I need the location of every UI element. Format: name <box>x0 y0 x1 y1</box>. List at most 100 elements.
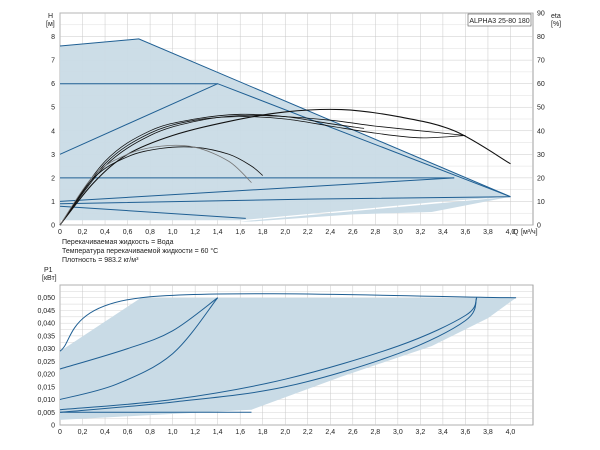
operating-area-extension <box>240 196 511 222</box>
power-curve <box>59 297 218 370</box>
head-curve <box>59 38 511 198</box>
x-tick-label: 1,0 <box>168 229 178 236</box>
y-tick-label: 0,005 <box>37 410 55 417</box>
x-tick-label: 2,0 <box>280 229 290 236</box>
x-tick-label: 1,6 <box>235 229 245 236</box>
y2-tick-label: 40 <box>537 128 545 135</box>
x-tick-label: 2,4 <box>325 229 335 236</box>
x-tick-label: 3,0 <box>393 429 403 436</box>
x-tick-label: 2,0 <box>280 429 290 436</box>
x-tick-label: 0,6 <box>123 229 133 236</box>
y-tick-label: 4 <box>51 128 55 135</box>
head-curve <box>59 83 218 155</box>
x-tick-label: 3,2 <box>416 229 426 236</box>
x-tick-label: 1,8 <box>258 429 268 436</box>
y2-tick-label: 90 <box>537 11 545 18</box>
fluid-info-line: Перекачиваемая жидкость = Вода <box>62 239 174 246</box>
y-axis-unit: [м] <box>46 21 55 28</box>
y-tick-label: 1 <box>51 199 55 206</box>
y-tick-label: 0,025 <box>37 359 55 366</box>
x-tick-label: 0,4 <box>100 429 110 436</box>
x-tick-label: 0 <box>58 229 62 236</box>
y2-tick-label: 60 <box>537 81 545 88</box>
x-tick-label: 2,2 <box>303 229 313 236</box>
x-tick-label: 1,8 <box>258 229 268 236</box>
x-tick-label: 3,8 <box>483 229 493 236</box>
y2-tick-label: 20 <box>537 175 545 182</box>
y-tick-label: 0,040 <box>37 321 55 328</box>
efficiency-curve <box>59 146 263 226</box>
y-axis-label: H <box>48 13 53 20</box>
y-tick-label: 6 <box>51 81 55 88</box>
x-tick-label: 0,8 <box>145 229 155 236</box>
x-tick-label: 3,6 <box>461 229 471 236</box>
x-tick-label: 3,8 <box>483 429 493 436</box>
y-tick-label: 5 <box>51 105 55 112</box>
x-tick-label: 1,6 <box>235 429 245 436</box>
x-tick-label: 4,0 <box>506 429 516 436</box>
x-tick-label: 2,6 <box>348 229 358 236</box>
x-tick-label: 2,6 <box>348 429 358 436</box>
head-curve <box>59 196 511 205</box>
x-tick-label: 3,2 <box>416 429 426 436</box>
y2-tick-label: 10 <box>537 199 545 206</box>
model-label-box <box>467 13 532 27</box>
power-curve <box>59 297 478 413</box>
power-curve <box>59 293 517 352</box>
y2-axis-unit: [%] <box>551 21 561 28</box>
fluid-info-line: Плотность = 983.2 кг/м³ <box>62 257 139 264</box>
x-tick-label: 1,4 <box>213 229 223 236</box>
y-axis-unit: [кВт] <box>42 275 57 282</box>
y-tick-label: 0 <box>51 423 55 430</box>
fluid-info-line: Температура перекачиваемой жидкости = 60… <box>62 247 218 255</box>
x-tick-label: 0,8 <box>145 429 155 436</box>
x-tick-label: 0 <box>58 429 62 436</box>
y-tick-label: 0,015 <box>37 384 55 391</box>
y2-axis-label: eta <box>551 13 561 20</box>
y-tick-label: 0,035 <box>37 333 55 340</box>
x-tick-label: 1,2 <box>190 229 200 236</box>
y2-tick-label: 30 <box>537 152 545 159</box>
x-tick-label: 2,2 <box>303 429 313 436</box>
power-chart: 0 0,2 0,4 0,6 0,8 1,0 1,2 1,4 1,6 1,8 2,0 2,2 2,4 2,6… <box>37 267 534 436</box>
x-tick-label: 3,4 <box>438 229 448 236</box>
x-tick-label: 0,4 <box>100 229 110 236</box>
efficiency-curve <box>59 114 466 226</box>
x-axis-unit: [м³/ч] <box>521 229 538 236</box>
y-tick-label: 3 <box>51 152 55 159</box>
x-tick-label: 3,4 <box>438 429 448 436</box>
power-curve <box>59 297 478 411</box>
x-tick-label: 2,8 <box>370 429 380 436</box>
y2-tick-label: 50 <box>537 105 545 112</box>
y2-tick-label: 0 <box>537 223 541 230</box>
y2-tick-label: 70 <box>537 58 545 65</box>
x-tick-label: 0,6 <box>123 429 133 436</box>
y-tick-label: 0,010 <box>37 397 55 404</box>
x-tick-label: 1,0 <box>168 429 178 436</box>
x-tick-label: 1,4 <box>213 429 223 436</box>
power-curve <box>59 297 219 400</box>
efficiency-curve <box>59 144 252 226</box>
x-tick-label: 0,2 <box>78 429 88 436</box>
x-tick-label: 3,0 <box>393 229 403 236</box>
y-tick-label: 0,030 <box>37 346 55 353</box>
efficiency-curve <box>59 116 466 226</box>
x-tick-label: 1,2 <box>190 429 200 436</box>
operating-area <box>60 297 517 420</box>
y2-tick-label: 80 <box>537 34 545 41</box>
efficiency-curve <box>59 113 365 226</box>
y-tick-label: 8 <box>51 34 55 41</box>
operating-area <box>60 38 511 221</box>
y-tick-label: 0,050 <box>37 295 55 302</box>
x-axis-label: Q <box>513 229 519 236</box>
y-axis-label: P1 <box>44 267 53 274</box>
x-tick-label: 4,0 <box>506 229 516 236</box>
y-tick-label: 2 <box>51 175 55 182</box>
y-tick-label: 0,020 <box>37 372 55 379</box>
y-tick-label: 0 <box>51 223 55 230</box>
model-label: ALPHA3 25-80 180 <box>469 18 529 25</box>
head-efficiency-chart: 0 0,2 0,4 0,6 0,8 1,0 1,2 1,4 1,6 1,8 2,0 2,2 2,4 2,6… <box>46 11 561 265</box>
x-tick-label: 0,2 <box>78 229 88 236</box>
y-tick-label: 7 <box>51 58 55 65</box>
